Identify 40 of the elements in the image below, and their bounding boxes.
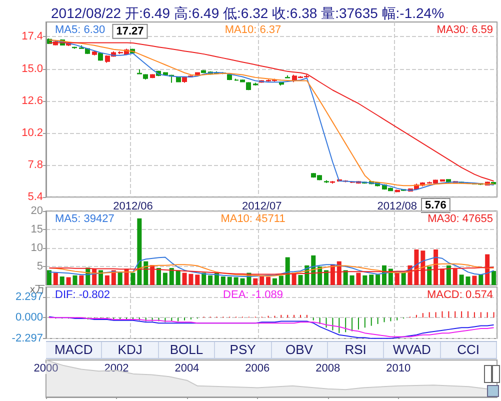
x-tick-label: 2012/06 bbox=[113, 200, 153, 212]
text: MA10: 6.37 bbox=[224, 24, 282, 36]
text: WVAD bbox=[384, 342, 441, 358]
text: MA10: 45711 bbox=[220, 213, 286, 225]
series-label: DIF: -0.802 bbox=[55, 289, 110, 301]
text: CCI bbox=[440, 342, 497, 358]
y-tick-label: -2.297 bbox=[12, 332, 43, 344]
y-tick-label: 17.4 bbox=[22, 30, 43, 43]
y-tick-label: 5.4 bbox=[28, 191, 43, 203]
x-tick-label: 2004 bbox=[174, 362, 200, 374]
text: OBV bbox=[272, 342, 328, 358]
text: DEA: -1.089 bbox=[223, 289, 283, 301]
x-tick-label: 2012/08 bbox=[377, 200, 418, 212]
y-tick-label: 7.8 bbox=[28, 158, 43, 171]
x-tick-label: 2006 bbox=[245, 362, 270, 374]
text: MA5: 39427 bbox=[55, 213, 114, 225]
text: PSY bbox=[215, 342, 272, 358]
y-tick-label: 12.6 bbox=[22, 94, 43, 107]
series-label: MACD: 0.574 bbox=[426, 289, 494, 301]
y-tick-label: 10 bbox=[30, 242, 43, 254]
text: KDJ bbox=[102, 342, 159, 358]
x-tick-label: 2000 bbox=[34, 362, 58, 374]
y-tick-label: 10.2 bbox=[22, 126, 43, 139]
x-tick-label: 2010 bbox=[386, 362, 411, 374]
x-tick-label: 2012/07 bbox=[242, 200, 282, 212]
y-tick-label: 5 bbox=[36, 260, 43, 272]
text: MACD bbox=[46, 342, 102, 358]
annotation: 17.27 bbox=[116, 25, 144, 38]
y-tick-label: 0.000 bbox=[15, 312, 43, 324]
chart-title: 2012/08/22 开:6.49 高:6.49 低:6.32 收:6.38 量:37635 幅:-1.24% bbox=[51, 5, 444, 21]
text: MA30: 6.59 bbox=[436, 24, 494, 36]
annotation: 5.76 bbox=[425, 200, 446, 212]
text: BOLL bbox=[158, 342, 216, 358]
y-tick-label: 15 bbox=[30, 224, 43, 236]
text: MA30: 47655 bbox=[428, 213, 493, 225]
y-tick-label: 15.0 bbox=[22, 62, 43, 75]
text: RSI bbox=[328, 342, 384, 358]
y-tick-label: 20 bbox=[30, 205, 43, 217]
x-tick-label: 2008 bbox=[316, 362, 340, 374]
series-label: MA5: 6.30 bbox=[55, 24, 106, 36]
